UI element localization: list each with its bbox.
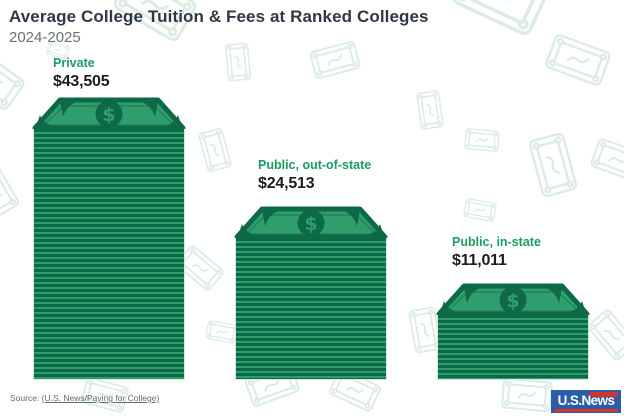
- dollar-sign-icon: $: [506, 290, 519, 312]
- source-link[interactable]: (U.S. News/Paying for College): [41, 393, 160, 403]
- source-prefix: Source:: [10, 393, 40, 403]
- value-label: $11,011: [452, 252, 507, 269]
- dollar-sign-icon: $: [102, 104, 115, 126]
- category-label: Private: [53, 56, 95, 70]
- money-stack-top-bill: $: [234, 206, 388, 240]
- dollar-sign-icon: $: [304, 213, 317, 235]
- usnews-logo: U.S.News: [551, 390, 621, 413]
- value-label: $43,505: [53, 73, 110, 90]
- category-label: Public, out-of-state: [258, 158, 372, 172]
- bar-label-group-public-in-state: Public, in-state $11,011: [452, 235, 541, 270]
- money-stack-top-bill: $: [436, 283, 590, 317]
- usnews-tagline-badge: [590, 392, 618, 397]
- money-stack-top-bill: $: [32, 97, 186, 131]
- bar-label-group-private: Private $43,505: [53, 56, 110, 91]
- money-stack-bar-public-in-state: [437, 315, 589, 380]
- money-stack-bar-public-out-of-state: [235, 238, 387, 380]
- source-line: Source: (U.S. News/Paying for College): [10, 393, 159, 403]
- category-label: Public, in-state: [452, 235, 541, 249]
- chart-title: Average College Tuition & Fees at Ranked…: [9, 7, 429, 26]
- chart-subtitle: 2024-2025: [9, 29, 81, 46]
- money-stack-bar-private: [33, 129, 185, 380]
- usnews-logo-red-bar: [554, 409, 618, 412]
- bar-label-group-public-out-of-state: Public, out-of-state $24,513: [258, 158, 371, 193]
- value-label: $24,513: [258, 175, 315, 192]
